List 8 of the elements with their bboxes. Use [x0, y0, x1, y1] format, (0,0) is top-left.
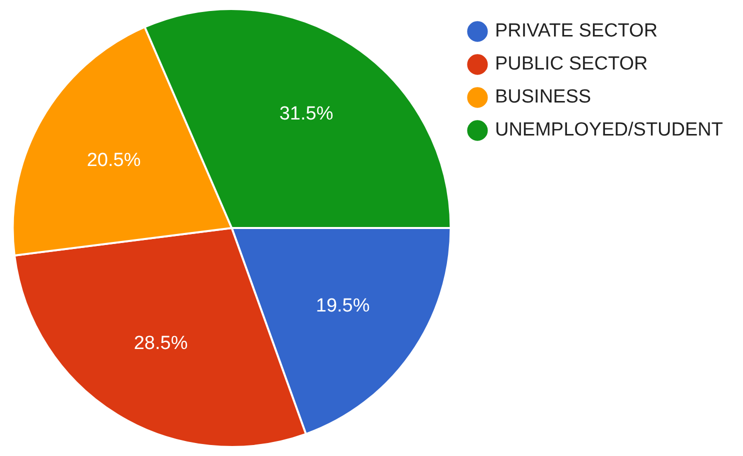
legend-label: PUBLIC SECTOR: [494, 54, 648, 75]
data-label: 20.5%: [86, 150, 141, 171]
data-label: 31.5%: [279, 104, 334, 125]
legend-label: UNEMPLOYED/STUDENT: [494, 120, 724, 141]
data-label: 28.5%: [134, 333, 188, 354]
data-label: 19.5%: [316, 295, 370, 316]
legend-label: BUSINESS: [494, 86, 592, 108]
legend-label: PRIVATE SECTOR: [494, 20, 658, 42]
